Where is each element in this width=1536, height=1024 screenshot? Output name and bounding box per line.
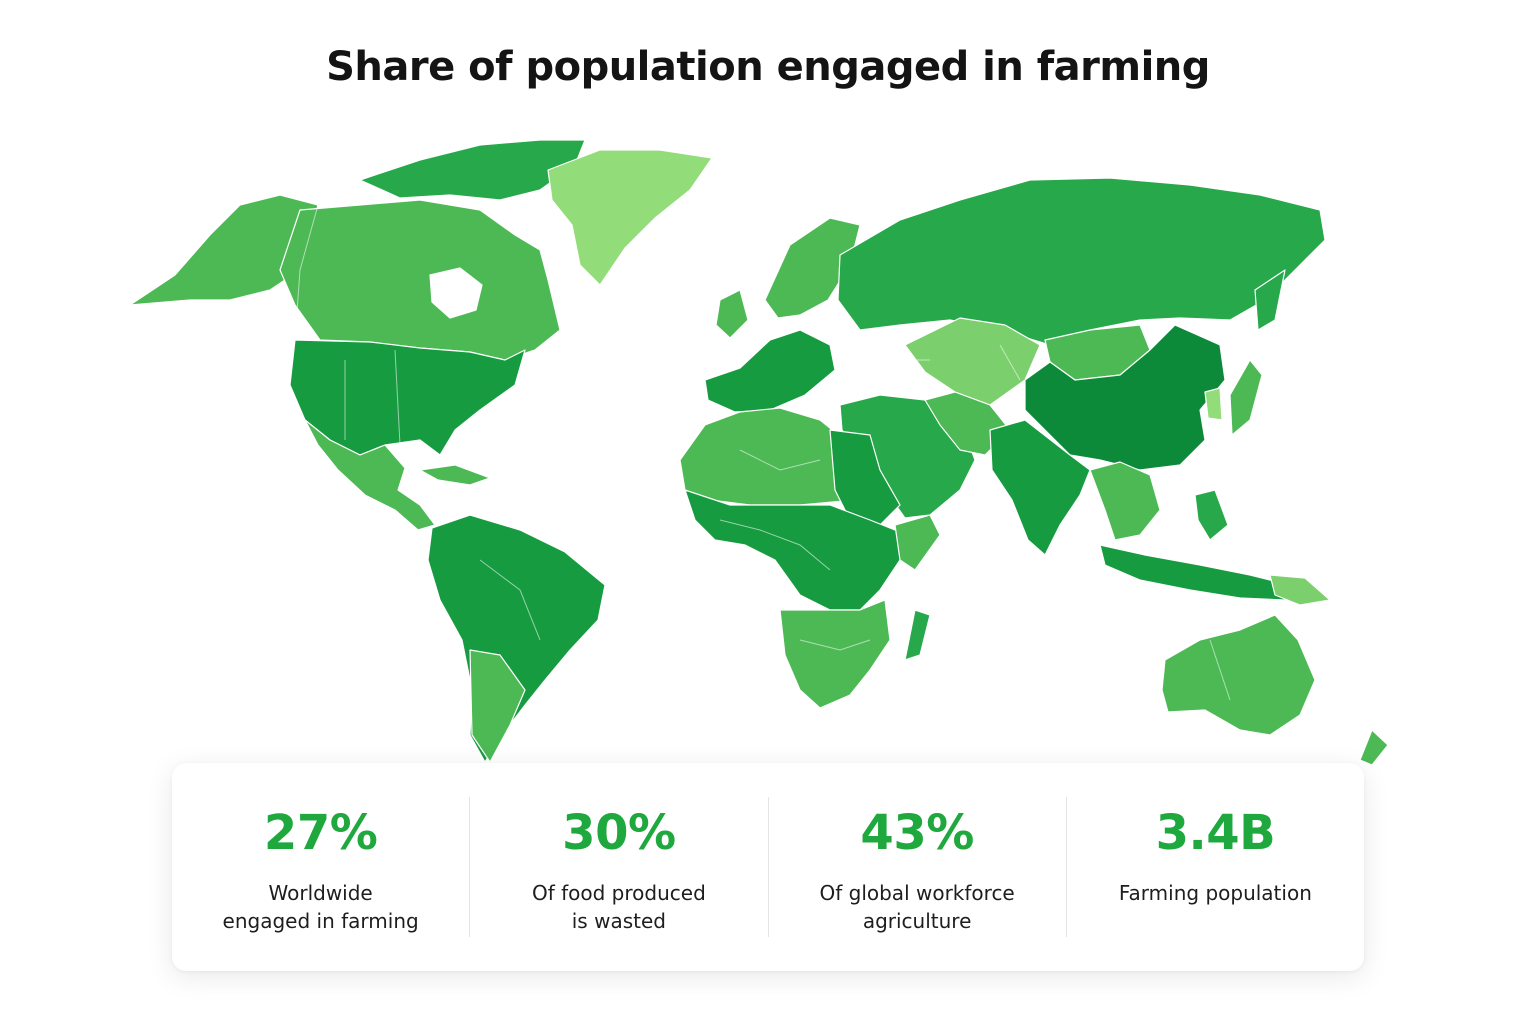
stat-label-line: Worldwide <box>268 881 373 905</box>
stat-value: 43% <box>860 805 974 861</box>
region-madagascar <box>904 609 931 661</box>
region-southern-africa <box>779 599 891 709</box>
stat-label-line: Of global workforce <box>819 881 1015 905</box>
region-greenland <box>547 149 713 286</box>
region-china <box>1024 324 1226 471</box>
region-hudson-bay <box>429 267 483 319</box>
stat-value: 27% <box>263 805 378 861</box>
stat-divider <box>1065 797 1067 937</box>
stat-label: Worldwide engaged in farming <box>223 879 419 935</box>
region-horn-africa <box>894 514 941 571</box>
region-egypt-sudan <box>829 429 901 526</box>
region-west-central-africa <box>684 489 916 611</box>
stat-value: 3.4B <box>1155 805 1276 861</box>
region-russia <box>837 177 1326 346</box>
stat-farming-population: 3.4B Farming population <box>1067 763 1364 971</box>
region-australia <box>1161 614 1316 736</box>
region-philippines <box>1194 489 1229 541</box>
region-southeast-asia <box>1089 461 1161 541</box>
stat-divider <box>767 797 769 937</box>
region-uk <box>715 289 749 339</box>
region-papua <box>1269 574 1331 606</box>
stat-worldwide: 27% Worldwide engaged in farming <box>172 763 469 971</box>
stat-label-line: is wasted <box>571 909 666 933</box>
region-india <box>989 419 1091 556</box>
region-mexico-central-america <box>304 419 436 531</box>
region-south-america <box>427 514 606 763</box>
stat-value: 30% <box>562 805 676 861</box>
region-southern-cone <box>469 649 526 763</box>
stat-label-line: Farming population <box>1118 881 1312 905</box>
region-new-zealand <box>1359 729 1389 766</box>
region-caribbean <box>419 464 491 486</box>
page-title: Share of population engaged in farming <box>326 44 1210 90</box>
region-far-east <box>1254 269 1286 331</box>
stat-label-line: Of food produced <box>531 881 706 905</box>
region-korea <box>1204 387 1223 421</box>
stat-label-line: engaged in farming <box>222 909 419 933</box>
region-japan <box>1229 359 1263 436</box>
stat-label: Of food produced is wasted <box>532 879 706 935</box>
region-western-europe <box>704 329 836 413</box>
region-canada <box>279 199 561 361</box>
stat-divider <box>469 797 471 937</box>
stats-card: 27% Worldwide engaged in farming 30% Of … <box>172 763 1364 971</box>
stat-label: Of global workforce agriculture <box>819 879 1014 935</box>
stat-global-workforce: 43% Of global workforce agriculture <box>769 763 1066 971</box>
stat-label-line: agriculture <box>862 909 972 933</box>
stat-food-wasted: 30% Of food produced is wasted <box>470 763 767 971</box>
stat-label: Farming population <box>1119 879 1312 907</box>
region-indonesia <box>1099 544 1291 601</box>
